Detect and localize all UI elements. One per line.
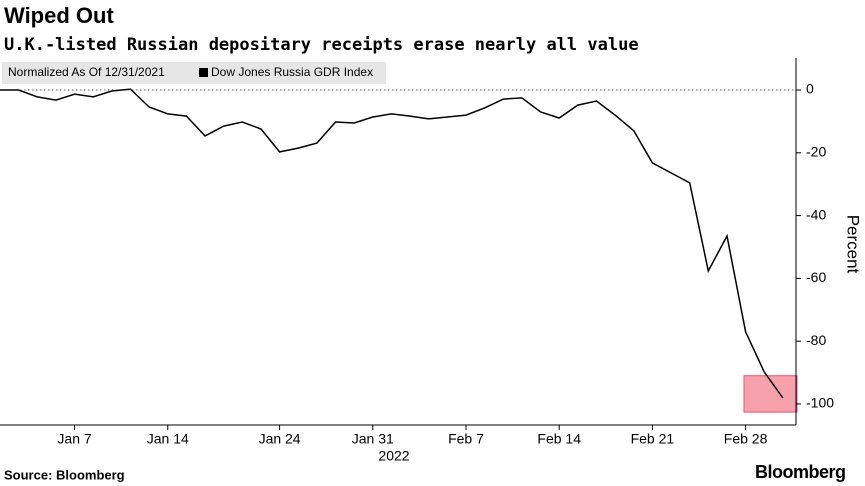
y-tick-label: 0 bbox=[806, 81, 814, 97]
x-tick-label: Feb 28 bbox=[724, 431, 768, 447]
x-axis-year: 2022 bbox=[378, 448, 409, 464]
legend-label: Dow Jones Russia GDR Index bbox=[211, 65, 373, 79]
legend-note: Normalized As Of 12/31/2021 bbox=[8, 65, 165, 79]
legend-swatch bbox=[199, 68, 208, 77]
x-tick-label: Jan 7 bbox=[57, 431, 91, 447]
chart-subtitle: U.K.-listed Russian depositary receipts … bbox=[4, 35, 639, 55]
x-tick-label: Jan 14 bbox=[147, 431, 189, 447]
logo: Bloomberg bbox=[755, 462, 846, 482]
x-tick-label: Feb 7 bbox=[448, 431, 484, 447]
x-tick-label: Feb 14 bbox=[537, 431, 581, 447]
y-axis-title: Percent bbox=[844, 215, 863, 274]
y-tick-label: -100 bbox=[806, 395, 834, 411]
y-tick-label: -60 bbox=[806, 269, 826, 285]
x-tick-label: Feb 21 bbox=[631, 431, 675, 447]
line-series bbox=[0, 88, 784, 399]
y-tick-label: -40 bbox=[806, 206, 826, 222]
x-tick-label: Jan 24 bbox=[259, 431, 301, 447]
source: Source: Bloomberg bbox=[4, 467, 125, 482]
y-tick-label: -80 bbox=[806, 332, 826, 348]
highlight-box bbox=[743, 375, 798, 413]
chart-title: Wiped Out bbox=[4, 3, 114, 28]
y-tick-label: -20 bbox=[806, 144, 826, 160]
x-tick-label: Jan 31 bbox=[352, 431, 394, 447]
legend-box bbox=[2, 62, 386, 84]
